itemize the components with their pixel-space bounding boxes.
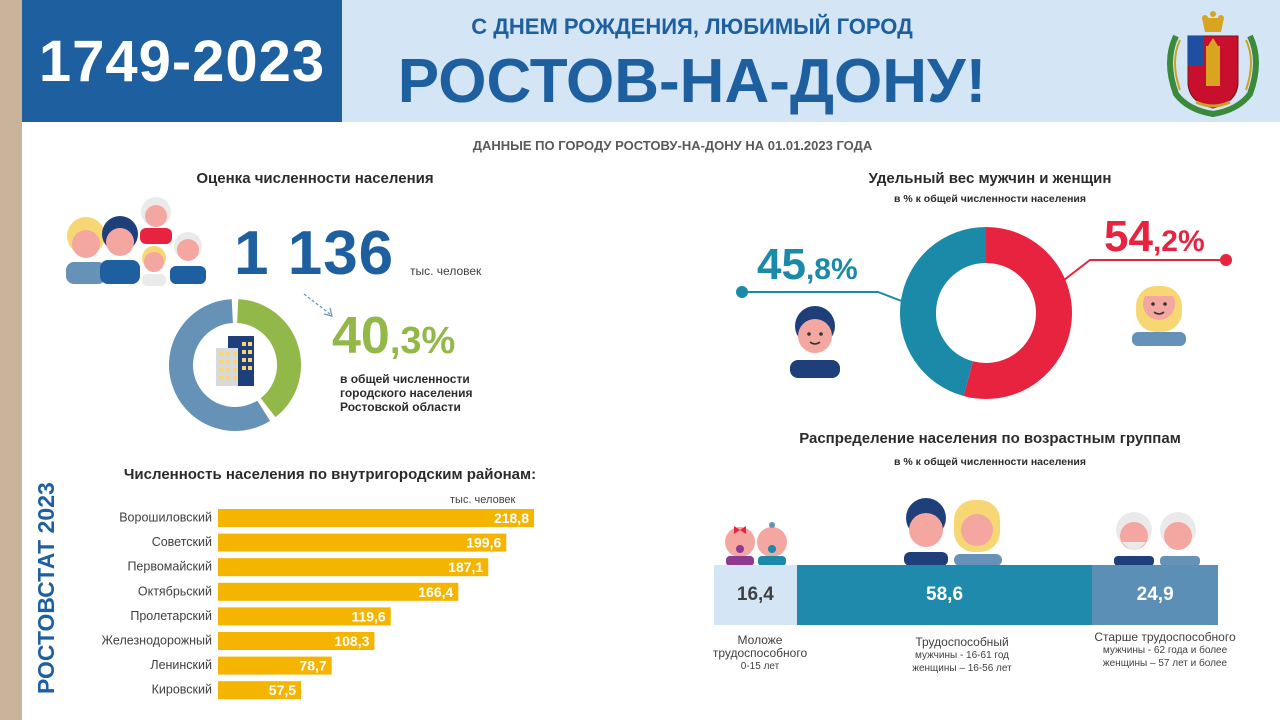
- districts-title: Численность населения по внутригородским…: [123, 466, 537, 483]
- age-segment-working: 58,6: [796, 565, 1093, 625]
- population-value: 1 136: [234, 219, 395, 288]
- age-note-old-women: женщины – 57 лет и более: [1102, 658, 1228, 669]
- population-share-note: в общей численности городского населения…: [340, 372, 473, 414]
- district-bar: [218, 607, 391, 626]
- gender-donut: [900, 227, 1072, 399]
- men-leader-line: [736, 286, 905, 303]
- district-bar: [218, 558, 489, 577]
- men-dec: ,8%: [805, 253, 858, 286]
- district-value-label: 57,5: [269, 682, 296, 698]
- age-stacked-bar: 16,4 58,6 24,9: [714, 565, 1218, 625]
- women-leader-line: [1063, 254, 1232, 281]
- district-label: Кировский: [152, 683, 212, 697]
- woman-icon: [1132, 286, 1186, 346]
- source-text: РОСТОВСТАТ 2023: [33, 482, 59, 694]
- population-unit: тыс. человек: [410, 264, 482, 278]
- age-note-young: 0-15 лет: [740, 661, 780, 672]
- district-bar: [218, 681, 302, 700]
- data-date-caption: ДАННЫЕ ПО ГОРОДУ РОСТОВУ-НА-ДОНУ НА 01.0…: [472, 138, 873, 153]
- gender-subtitle: в % к общей численности населения: [894, 193, 1086, 205]
- district-label: Железнодорожный: [102, 634, 212, 648]
- share-int: 40: [332, 307, 390, 365]
- district-value-label: 166,4: [418, 584, 453, 600]
- age-note-working-men: мужчины - 16-61 год: [914, 650, 1010, 661]
- share-slice-rest: [169, 299, 271, 431]
- age-label-old-text: Старше трудоспособного: [1094, 630, 1236, 644]
- districts-bar-chart: Ворошиловский 218,8 Советский 199,6 Первомай…: [102, 509, 534, 700]
- district-label: Ворошиловский: [119, 511, 212, 525]
- age-segment-young: 16,4: [714, 565, 797, 625]
- district-bar: [218, 582, 459, 601]
- source-label: РОСТОВСТАТ 2023: [33, 482, 59, 694]
- header-subtitle: С ДНЕМ РОЖДЕНИЯ, ЛЮБИМЫЙ ГОРОД: [471, 14, 913, 39]
- women-percent: 54,2%: [1104, 212, 1205, 262]
- men-percent: 45,8%: [757, 240, 858, 290]
- left-decor-strip: [0, 0, 22, 720]
- header-city: РОСТОВ-НА-ДОНУ!: [397, 47, 987, 116]
- coat-of-arms-icon: [1167, 11, 1259, 118]
- age-label-working-text: Трудоспособный: [915, 635, 1009, 649]
- district-bar: [218, 509, 534, 527]
- seniors-icon: [1114, 512, 1200, 566]
- district-bar: [218, 632, 375, 650]
- man-icon: [790, 306, 840, 378]
- district-value-label: 119,6: [351, 608, 385, 624]
- age-note-old-men: мужчины - 62 года и более: [1102, 645, 1228, 656]
- population-share-percent: 40,3%: [332, 306, 455, 366]
- district-value-label: 108,3: [334, 633, 369, 649]
- district-value-label: 78,7: [299, 658, 326, 674]
- district-value-label: 199,6: [466, 535, 501, 551]
- age-label-old: Старше трудоспособного мужчины - 62 года…: [1090, 631, 1240, 670]
- age-title: Распределение населения по возрастным гр…: [799, 430, 1181, 447]
- district-label: Советский: [152, 535, 212, 549]
- men-int: 45: [757, 240, 806, 289]
- header-banner: С ДНЕМ РОЖДЕНИЯ, ЛЮБИМЫЙ ГОРОД РОСТОВ-НА…: [342, 0, 1280, 122]
- age-label-working: Трудоспособный мужчины - 16-61 год женщи…: [872, 636, 1052, 675]
- adults-icon: [904, 498, 1002, 566]
- district-value-label: 218,8: [494, 510, 529, 526]
- women-dec: ,2%: [1152, 225, 1205, 258]
- men-slice: [900, 227, 987, 397]
- district-label: Пролетарский: [130, 609, 212, 623]
- women-slice: [963, 227, 1072, 399]
- population-title: Оценка численности населения: [196, 170, 434, 187]
- district-value-label: 187,1: [448, 559, 483, 575]
- population-share-donut: [169, 299, 301, 431]
- building-icon: [216, 336, 254, 386]
- share-slice-urban: [236, 299, 301, 418]
- age-subtitle: в % к общей численности населения: [894, 456, 1086, 468]
- district-bar: [218, 656, 332, 675]
- districts-unit: тыс. человек: [450, 494, 516, 506]
- age-segment-old: 24,9: [1092, 565, 1218, 625]
- babies-icon: [725, 522, 787, 566]
- women-int: 54: [1104, 212, 1153, 261]
- age-label-young: Моложе трудоспособного 0-15 лет: [700, 634, 820, 673]
- district-label: Ленинский: [150, 658, 212, 672]
- family-icon: [66, 197, 206, 286]
- header-years: 1749-2023: [22, 0, 342, 122]
- district-label: Первомайский: [127, 560, 212, 574]
- gender-title: Удельный вес мужчин и женщин: [868, 170, 1112, 187]
- district-bar: [218, 533, 507, 552]
- share-dec: ,3%: [389, 320, 456, 362]
- age-label-young-text: Моложе трудоспособного: [712, 633, 808, 660]
- district-label: Октябрьский: [138, 584, 212, 598]
- arrow-icon: [303, 293, 333, 317]
- age-note-working-women: женщины – 16-56 лет: [912, 663, 1012, 674]
